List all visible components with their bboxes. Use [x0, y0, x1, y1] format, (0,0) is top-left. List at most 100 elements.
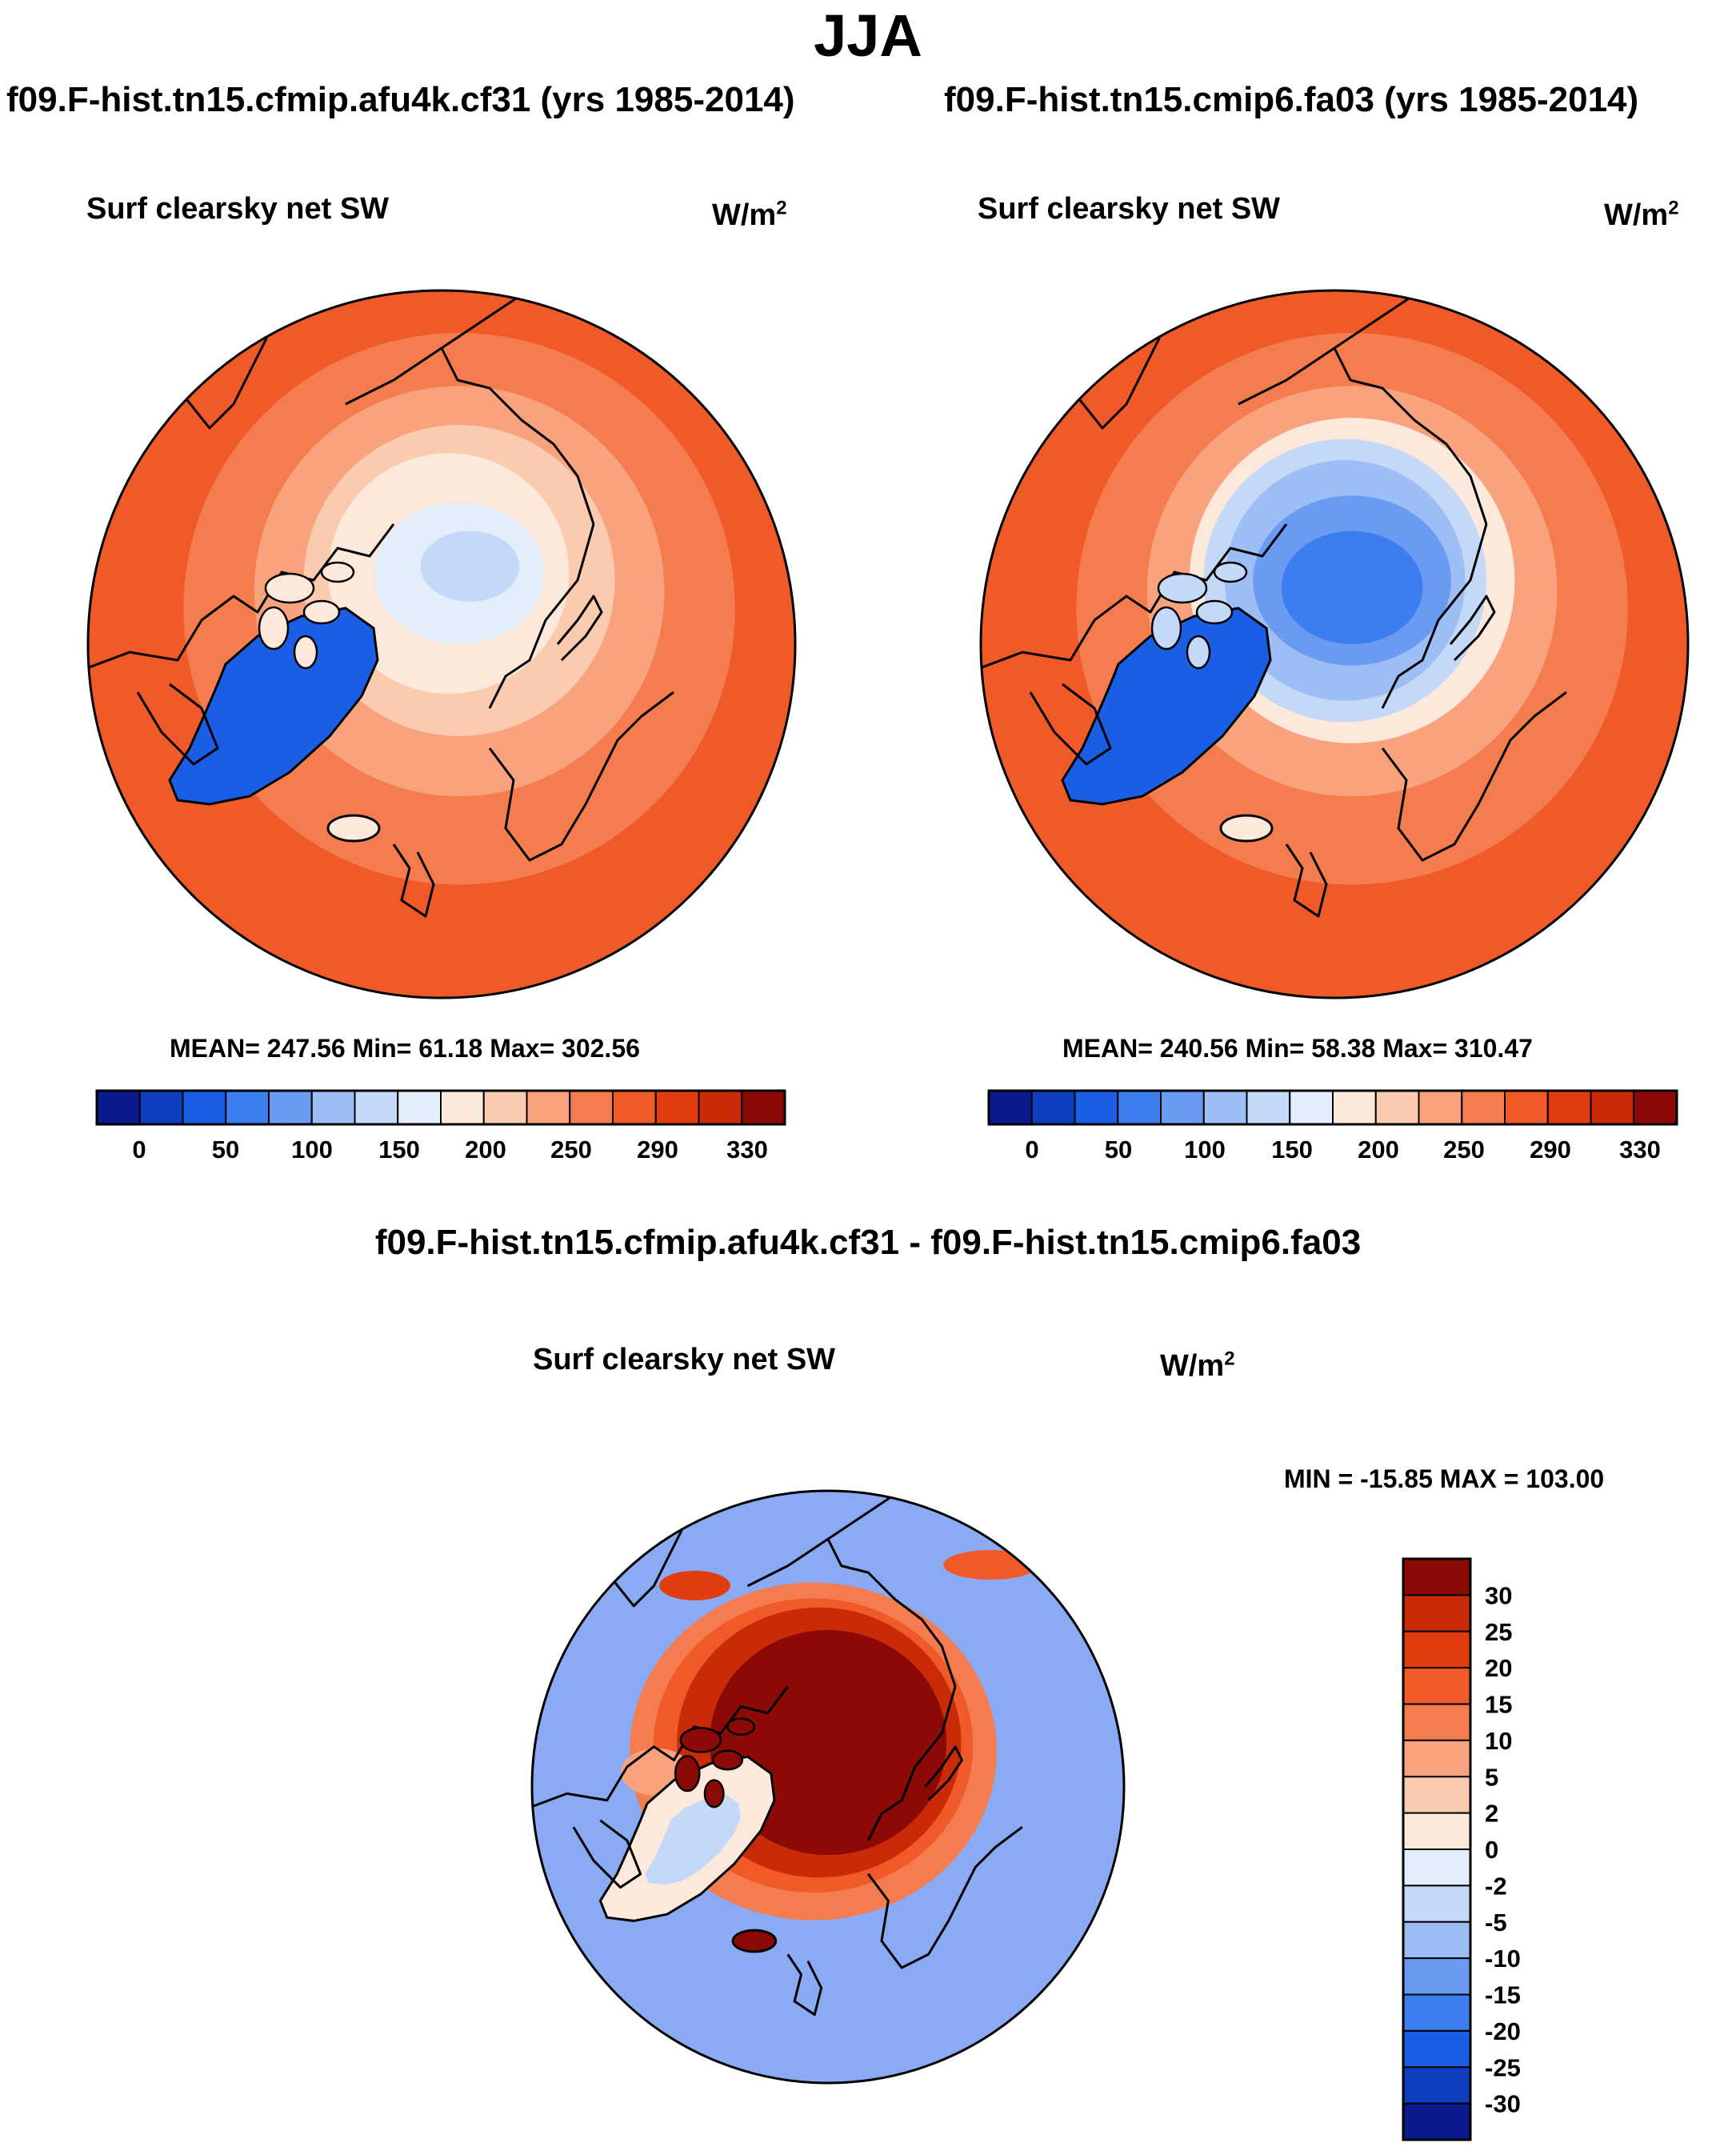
colorbar-box — [1418, 1090, 1463, 1125]
colorbar-box — [1402, 1776, 1471, 1814]
colorbar-tick-label: 2 — [1485, 1800, 1498, 1828]
colorbar-box — [310, 1090, 356, 1125]
coastline — [1381, 691, 1567, 862]
greenland-interior — [645, 1794, 741, 1885]
colorbar-tick-label: 150 — [378, 1136, 420, 1164]
colorbar-box — [1160, 1090, 1205, 1125]
island-outline — [302, 599, 341, 625]
colorbar-tick-label: -5 — [1485, 1909, 1507, 1937]
map-contour-band — [659, 1570, 730, 1600]
coastline — [1238, 290, 1471, 406]
panel1-units: W/m2 — [712, 197, 787, 232]
colorbar-tick-label: 290 — [637, 1136, 678, 1164]
colorbar-box — [1546, 1090, 1592, 1125]
colorbar-tick-label: -25 — [1485, 2053, 1521, 2081]
colorbar-box — [612, 1090, 657, 1125]
colorbar-box — [698, 1090, 743, 1125]
map-border-2 — [979, 289, 1690, 999]
colorbar-frame — [987, 1089, 1678, 1126]
colorbar-box — [1402, 1630, 1471, 1669]
colorbar-tick-label: 0 — [1025, 1136, 1038, 1164]
colorbar-box — [1633, 1090, 1678, 1125]
coastline — [1449, 595, 1496, 662]
colorbar-tick-label: -30 — [1485, 2090, 1521, 2118]
island-outline — [293, 635, 318, 670]
island-outline — [679, 1727, 722, 1753]
colorbar-tick-label: 250 — [550, 1136, 592, 1164]
panel2-case-title: f09.F-hist.tn15.cmip6.fa03 (yrs 1985-201… — [944, 80, 1639, 119]
colorbar-box — [1590, 1090, 1635, 1125]
colorbar-tick-label: 330 — [726, 1136, 768, 1164]
colorbar-box — [526, 1090, 571, 1125]
island-outline — [1157, 572, 1208, 604]
colorbar-tick-label: 250 — [1443, 1136, 1485, 1164]
colorbar-tick-label: 290 — [1530, 1136, 1571, 1164]
colorbar-box — [569, 1090, 614, 1125]
colorbar-tick-label: 25 — [1485, 1618, 1512, 1646]
map-border-3 — [530, 1489, 1126, 2085]
colorbar-box — [741, 1090, 786, 1125]
colorbar-box — [1461, 1090, 1506, 1125]
colorbar-tick-label: 100 — [291, 1136, 333, 1164]
greenland-interior — [222, 653, 338, 762]
island-outline — [1186, 635, 1211, 670]
colorbar-tick-label: -10 — [1485, 1945, 1521, 1973]
colorbar-tick-label: 10 — [1485, 1727, 1512, 1755]
colorbar-tick-label: 5 — [1485, 1763, 1498, 1791]
colorbar-frame — [1402, 1557, 1472, 2141]
island-outline — [1195, 599, 1234, 625]
colorbar-box — [1117, 1090, 1162, 1125]
diff-case-title: f09.F-hist.tn15.cfmip.afu4k.cf31 - f09.F… — [374, 1223, 1362, 1262]
coastline — [1333, 347, 1488, 525]
iceland-landmass — [1219, 814, 1274, 843]
colorbar-box — [1402, 2102, 1471, 2141]
coastline — [88, 523, 395, 678]
panel3-units: W/m2 — [1160, 1348, 1235, 1383]
coastline — [572, 1819, 642, 1889]
coastline — [981, 523, 1288, 678]
colorbar-tick-label: 150 — [1271, 1136, 1313, 1164]
greenland-interior — [1115, 653, 1230, 762]
colorbar-box — [654, 1090, 700, 1125]
colorbar-box — [1332, 1090, 1377, 1125]
colorbar-box — [1402, 1885, 1471, 1923]
island-outline — [258, 606, 290, 651]
colorbar-tick-label: 200 — [1358, 1136, 1399, 1164]
island-outline — [711, 1749, 744, 1771]
island-outline — [1213, 561, 1248, 583]
colorbar-box — [138, 1090, 184, 1125]
colorbar-frame — [95, 1089, 786, 1126]
colorbar-tick-label: 30 — [1485, 1581, 1512, 1609]
panel1-case-title: f09.F-hist.tn15.cfmip.afu4k.cf31 (yrs 19… — [6, 80, 795, 119]
panel1-variable-title: Surf clearsky net SW — [86, 192, 390, 226]
colorbar-box — [1402, 1667, 1471, 1705]
island-outline — [320, 561, 355, 583]
colorbar-box — [1402, 1558, 1471, 1596]
colorbar-tick-label: 15 — [1485, 1691, 1512, 1719]
colorbar-box — [1402, 2029, 1471, 2069]
panel2-variable-title: Surf clearsky net SW — [978, 192, 1281, 226]
colorbar-tick-label: 200 — [465, 1136, 506, 1164]
colorbar-box — [1402, 1812, 1471, 1850]
colorbar-box — [1504, 1090, 1549, 1125]
colorbar-box — [482, 1090, 528, 1125]
colorbar-tick-label: 330 — [1619, 1136, 1661, 1164]
colorbar-box — [1402, 1957, 1471, 1996]
coastline — [392, 843, 435, 918]
coastline — [440, 347, 595, 525]
iceland-landmass — [326, 814, 381, 843]
colorbar-box — [1402, 1921, 1471, 1960]
colorbar-tick-label: 20 — [1485, 1654, 1512, 1682]
coastline — [866, 1686, 957, 1841]
colorbar-box — [1030, 1090, 1076, 1125]
figure-title: JJA — [814, 2, 922, 69]
colorbar-box — [1402, 2066, 1471, 2105]
coastline — [826, 1538, 957, 1687]
map-panel-3 — [532, 1491, 1124, 2083]
coastline — [345, 290, 578, 406]
panel3-variable-title: Surf clearsky net SW — [533, 1343, 836, 1376]
coastline — [556, 595, 603, 662]
colorbar-box — [1402, 1739, 1471, 1778]
